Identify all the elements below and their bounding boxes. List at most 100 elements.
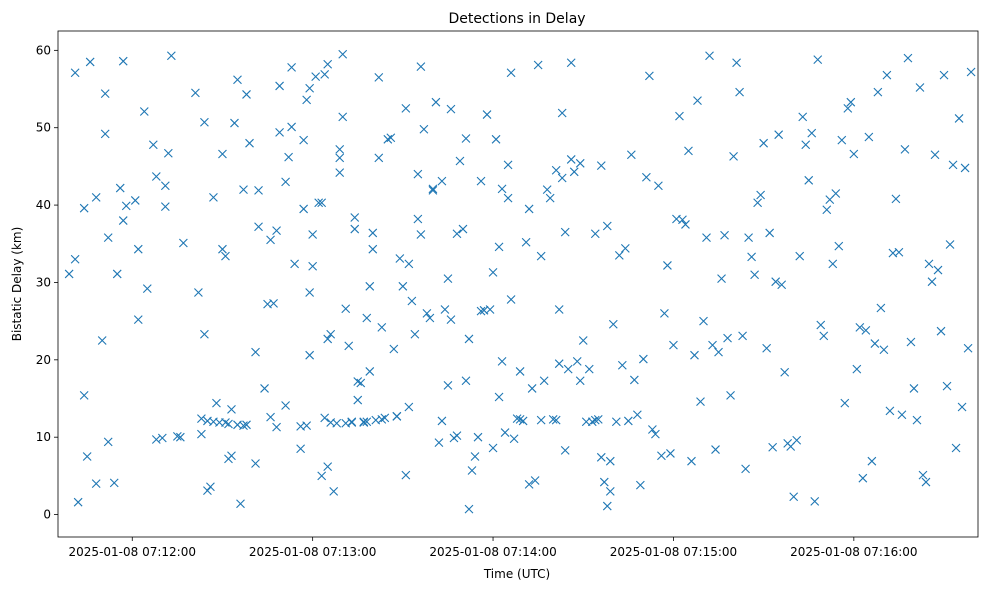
data-point bbox=[305, 288, 315, 297]
data-point bbox=[398, 281, 408, 291]
data-point bbox=[807, 128, 817, 138]
data-point bbox=[299, 204, 309, 214]
data-point bbox=[305, 350, 315, 360]
data-point bbox=[365, 281, 375, 291]
data-point bbox=[575, 158, 585, 168]
data-point bbox=[401, 470, 411, 480]
data-point bbox=[939, 70, 949, 80]
x-axis: 2025-01-08 07:12:00 2025-01-08 07:13:00 20… bbox=[69, 537, 918, 559]
data-point bbox=[870, 339, 880, 348]
data-point bbox=[178, 238, 188, 248]
data-point bbox=[699, 316, 708, 326]
data-point bbox=[467, 466, 477, 475]
data-point bbox=[233, 75, 242, 85]
data-point bbox=[437, 176, 447, 186]
data-point bbox=[726, 391, 735, 400]
data-point bbox=[401, 103, 411, 113]
data-point bbox=[897, 410, 907, 420]
data-point bbox=[548, 415, 558, 424]
data-point bbox=[930, 150, 940, 160]
data-point bbox=[281, 177, 290, 187]
data-point bbox=[212, 398, 221, 408]
plot-frame bbox=[57, 30, 979, 538]
data-point bbox=[918, 470, 928, 480]
data-point bbox=[350, 224, 360, 234]
data-point bbox=[485, 305, 495, 314]
data-point bbox=[452, 431, 462, 441]
data-point bbox=[314, 198, 324, 208]
data-point bbox=[284, 152, 293, 162]
data-point bbox=[434, 438, 444, 447]
data-point bbox=[118, 56, 128, 66]
data-point bbox=[374, 153, 384, 163]
data-point bbox=[512, 414, 522, 424]
data-point bbox=[464, 504, 474, 514]
data-point bbox=[308, 261, 318, 271]
data-point bbox=[323, 462, 333, 471]
data-point bbox=[218, 149, 227, 159]
data-point bbox=[822, 205, 832, 215]
data-point bbox=[717, 274, 726, 283]
data-point bbox=[320, 413, 330, 423]
data-point bbox=[70, 68, 80, 78]
data-point bbox=[777, 280, 787, 290]
data-point bbox=[482, 110, 492, 119]
data-point bbox=[575, 376, 585, 386]
data-point bbox=[251, 459, 260, 468]
data-point bbox=[97, 336, 107, 345]
data-point bbox=[509, 434, 519, 444]
data-point bbox=[810, 497, 820, 506]
data-point bbox=[395, 254, 405, 263]
data-point bbox=[954, 114, 964, 123]
data-point bbox=[789, 492, 799, 502]
data-point bbox=[687, 456, 696, 466]
data-point bbox=[515, 415, 525, 424]
data-point bbox=[172, 432, 182, 441]
data-point bbox=[602, 501, 612, 511]
data-point bbox=[900, 144, 910, 154]
data-point bbox=[828, 259, 838, 269]
data-point bbox=[109, 478, 119, 488]
data-point bbox=[452, 229, 462, 239]
data-point bbox=[374, 73, 384, 82]
y-tick-label: 20 bbox=[36, 353, 51, 367]
data-point bbox=[254, 185, 263, 195]
data-point bbox=[590, 415, 600, 425]
data-point bbox=[419, 124, 429, 134]
data-point bbox=[527, 384, 537, 393]
data-point bbox=[476, 306, 486, 316]
data-point bbox=[675, 111, 684, 121]
data-point bbox=[455, 156, 465, 166]
data-point bbox=[254, 222, 263, 232]
data-point bbox=[197, 414, 206, 424]
scatter-points bbox=[64, 49, 976, 514]
data-point bbox=[678, 215, 687, 225]
data-point bbox=[590, 229, 600, 239]
data-point bbox=[130, 196, 140, 205]
data-point bbox=[572, 356, 582, 366]
data-point bbox=[200, 329, 209, 339]
data-point bbox=[942, 381, 952, 391]
data-point bbox=[903, 53, 913, 63]
data-point bbox=[151, 435, 161, 444]
data-point bbox=[323, 334, 333, 344]
data-point bbox=[377, 322, 387, 332]
data-point bbox=[404, 402, 414, 412]
data-point bbox=[362, 417, 372, 427]
data-point bbox=[443, 274, 453, 283]
data-point bbox=[494, 242, 504, 252]
data-point bbox=[599, 477, 609, 487]
data-point bbox=[245, 138, 254, 148]
data-point bbox=[410, 329, 420, 339]
data-point bbox=[915, 83, 925, 92]
data-point bbox=[275, 127, 284, 137]
data-point bbox=[317, 471, 327, 481]
data-point bbox=[290, 259, 300, 269]
data-point bbox=[632, 410, 642, 420]
data-point bbox=[151, 172, 161, 181]
data-point bbox=[566, 58, 576, 68]
data-point bbox=[813, 55, 823, 65]
data-point bbox=[121, 201, 131, 211]
data-point bbox=[909, 384, 919, 393]
data-point bbox=[251, 347, 260, 357]
